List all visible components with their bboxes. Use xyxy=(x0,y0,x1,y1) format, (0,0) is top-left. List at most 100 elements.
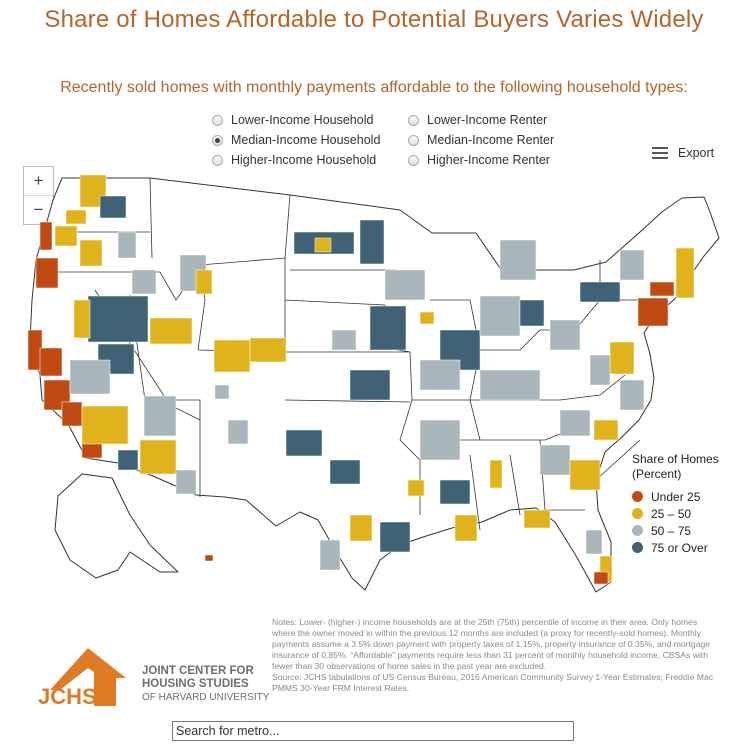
metro-area xyxy=(329,459,361,485)
metro-area xyxy=(359,219,385,265)
option-lower-income-household[interactable]: Lower-Income Household xyxy=(212,110,380,130)
metro-area xyxy=(249,337,287,363)
metro-area xyxy=(609,341,635,375)
metro-area xyxy=(407,479,425,497)
radio-button[interactable] xyxy=(212,134,223,146)
metro-area xyxy=(593,571,609,585)
legend-item-under-25[interactable]: Under 25 xyxy=(632,488,730,505)
logo-abbr: JCHS xyxy=(38,684,97,708)
legend-label: 75 or Over xyxy=(651,540,708,555)
legend-dot xyxy=(632,508,643,519)
option-higher-income-household[interactable]: Higher-Income Household xyxy=(212,150,380,170)
metro-area xyxy=(79,239,103,267)
metro-area xyxy=(479,369,541,401)
metro-area xyxy=(143,395,177,437)
legend-item-50-75[interactable]: 50 – 75 xyxy=(632,522,730,539)
metro-area xyxy=(523,509,551,529)
chart-title: Share of Homes Affordable to Potential B… xyxy=(44,6,704,33)
metro-area xyxy=(213,339,251,373)
metro-area xyxy=(539,444,571,476)
metro-area xyxy=(419,311,435,325)
metro-area xyxy=(131,269,157,295)
metro-area xyxy=(419,359,461,391)
option-label: Higher-Income Renter xyxy=(427,153,550,167)
option-label: Lower-Income Renter xyxy=(427,113,548,127)
metro-area xyxy=(149,317,193,345)
metro-area xyxy=(479,295,521,337)
metro-area xyxy=(54,225,78,247)
renter-options: Lower-Income Renter Median-Income Renter… xyxy=(408,110,554,170)
metro-area xyxy=(419,419,461,461)
metro-area xyxy=(589,354,611,386)
option-label: Lower-Income Household xyxy=(231,113,374,127)
zoom-out-button[interactable]: − xyxy=(24,195,53,224)
metro-area xyxy=(319,539,341,571)
metro-area xyxy=(489,459,503,489)
option-label: Higher-Income Household xyxy=(231,153,377,167)
metro-area xyxy=(39,347,63,377)
metro-area xyxy=(117,449,139,471)
metro-area xyxy=(384,269,426,301)
export-button[interactable]: Export xyxy=(652,146,714,160)
metro-area xyxy=(314,237,332,253)
legend-dot xyxy=(632,525,643,536)
metro-area xyxy=(619,249,645,281)
metro-area xyxy=(61,401,83,427)
logo-line-2: HOUSING STUDIES xyxy=(142,678,249,690)
legend-title: Share of Homes (Percent) xyxy=(632,452,719,481)
metro-area xyxy=(331,329,357,351)
metro-area xyxy=(439,479,471,505)
metro-area xyxy=(569,459,601,491)
legend-label: 25 – 50 xyxy=(651,506,692,521)
export-label: Export xyxy=(678,146,715,160)
metro-area xyxy=(35,257,59,289)
metro-area xyxy=(285,429,323,457)
metro-area xyxy=(637,297,669,327)
metro-area xyxy=(675,247,695,299)
legend-item-75-or-over[interactable]: 75 or Over xyxy=(632,539,730,556)
legend-dot xyxy=(632,542,643,553)
legend-label: 50 – 75 xyxy=(651,523,692,538)
radio-button[interactable] xyxy=(408,134,419,146)
option-label: Median-Income Renter xyxy=(427,133,555,147)
metro-area xyxy=(214,384,230,400)
alaska xyxy=(54,473,179,579)
metro-area xyxy=(454,514,478,542)
radio-button[interactable] xyxy=(408,114,419,126)
metro-area xyxy=(175,469,197,495)
metro-area xyxy=(195,269,213,295)
option-label: Median-Income Household xyxy=(231,133,381,147)
notes-text: Notes: Lower- (higher-) income household… xyxy=(272,617,711,671)
option-higher-income-renter[interactable]: Higher-Income Renter xyxy=(408,150,554,170)
metro-area xyxy=(349,514,373,542)
logo-text: JOINT CENTER FOR HOUSING STUDIES OF HARV… xyxy=(142,665,269,704)
metro-area xyxy=(73,299,91,339)
metro-area xyxy=(585,529,603,555)
radio-button[interactable] xyxy=(212,114,223,126)
option-lower-income-renter[interactable]: Lower-Income Renter xyxy=(408,110,554,130)
logo-line-3: OF HARVARD UNIVERSITY xyxy=(142,692,270,703)
metro-area xyxy=(139,439,177,475)
metro-area xyxy=(65,209,87,225)
option-median-income-renter[interactable]: Median-Income Renter xyxy=(408,130,554,150)
option-median-income-household[interactable]: Median-Income Household xyxy=(212,130,380,150)
metro-area xyxy=(549,319,581,351)
legend-label: Under 25 xyxy=(651,489,701,504)
zoom-in-button[interactable]: + xyxy=(33,171,44,190)
metro-search-input[interactable] xyxy=(172,721,574,741)
metro-area xyxy=(619,379,645,411)
metro-area xyxy=(349,369,391,401)
menu-icon xyxy=(652,147,668,159)
metro-area xyxy=(519,299,545,327)
metro-area xyxy=(649,281,675,297)
legend-item-25-50[interactable]: 25 – 50 xyxy=(632,505,730,522)
metro-area xyxy=(69,359,111,395)
radio-button[interactable] xyxy=(212,154,223,166)
metro-area xyxy=(99,195,127,219)
radio-button[interactable] xyxy=(408,154,419,166)
metro-area xyxy=(593,419,619,441)
metro-area xyxy=(369,305,407,351)
metro-area xyxy=(81,405,129,445)
household-options: Lower-Income Household Median-Income Hou… xyxy=(212,110,380,170)
